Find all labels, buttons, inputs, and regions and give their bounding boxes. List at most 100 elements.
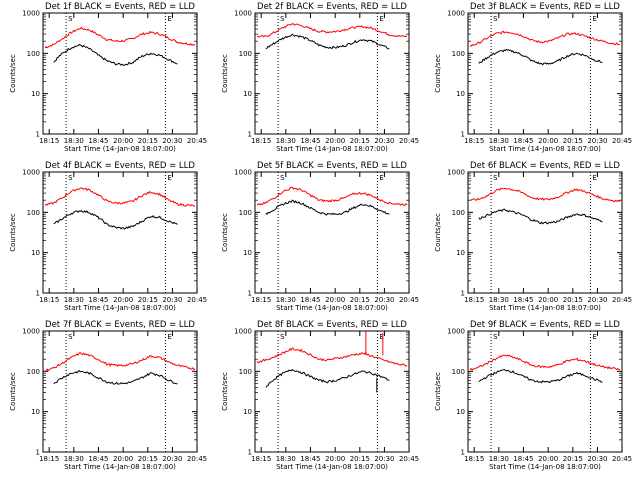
x-tick-label: 18:45 (513, 455, 533, 463)
x-tick-label: 18:45 (88, 455, 108, 463)
y-axis-label: Counts/sec (9, 372, 17, 411)
time-marker-label: S (493, 15, 498, 23)
events-series-line (265, 33, 390, 50)
x-tick-label: 20:30 (587, 296, 607, 304)
panel-1: Det 1f BLACK = Events, RED = LLD 1 10 100 10… (9, 2, 207, 153)
y-axis-label: Counts/sec (434, 213, 442, 252)
time-marker-label: E (167, 15, 171, 23)
x-tick-label: 20:45 (187, 455, 207, 463)
lld-series-line (256, 23, 408, 38)
x-tick-label: 18:15 (251, 455, 271, 463)
time-marker-label: E (167, 333, 171, 341)
lld-series-line (470, 187, 621, 203)
y-tick-label: 1000 (22, 328, 40, 336)
time-marker-label: E (379, 174, 383, 182)
x-axis-label: Start Time (14-Jan-08 18:07:00) (276, 304, 388, 312)
time-marker-label: S (68, 15, 73, 23)
x-tick-label: 20:15 (563, 137, 583, 145)
y-tick-label: 1 (36, 131, 40, 139)
x-tick-label: 20:00 (113, 296, 133, 304)
panel-7: Det 7f BLACK = Events, RED = LLD 1 10 100 10… (9, 320, 207, 471)
y-axis-label: Counts/sec (434, 372, 442, 411)
time-marker-label: S (280, 15, 285, 23)
plot-frame (42, 330, 198, 453)
panel-title: Det 7f BLACK = Events, RED = LLD (45, 320, 195, 330)
y-tick-label: 100 (27, 209, 40, 217)
events-series-line (265, 368, 390, 388)
panel-4: Det 4f BLACK = Events, RED = LLD 1 10 100 10… (9, 161, 207, 312)
x-tick-label: 20:45 (612, 137, 632, 145)
x-axis-label: Start Time (14-Jan-08 18:07:00) (489, 145, 601, 153)
events-series-line (478, 208, 603, 225)
x-tick-label: 18:45 (88, 137, 108, 145)
y-tick-label: 1000 (22, 10, 40, 18)
plot-frame (254, 330, 410, 453)
x-tick-label: 20:30 (587, 137, 607, 145)
x-tick-label: 20:30 (374, 455, 394, 463)
panel-title: Det 6f BLACK = Events, RED = LLD (470, 161, 620, 171)
time-marker-label: E (592, 333, 596, 341)
lld-series-line (256, 186, 408, 207)
time-marker-label: S (68, 174, 73, 182)
x-tick-label: 20:30 (162, 137, 182, 145)
x-tick-label: 20:45 (612, 296, 632, 304)
x-tick-label: 20:30 (587, 455, 607, 463)
x-tick-label: 20:00 (325, 455, 345, 463)
x-tick-label: 20:45 (399, 137, 419, 145)
x-tick-label: 20:15 (563, 296, 583, 304)
y-tick-label: 10 (456, 90, 465, 98)
x-axis-label: Start Time (14-Jan-08 18:07:00) (276, 463, 388, 471)
x-tick-label: 20:45 (187, 137, 207, 145)
y-tick-label: 10 (31, 90, 40, 98)
y-tick-label: 1 (36, 290, 40, 298)
panel-6: Det 6f BLACK = Events, RED = LLD 1 10 100 10… (434, 161, 632, 312)
x-tick-label: 18:15 (464, 455, 484, 463)
y-tick-label: 1 (36, 449, 40, 457)
y-tick-label: 100 (239, 50, 252, 58)
x-tick-label: 20:00 (538, 137, 558, 145)
time-marker-label: E (592, 15, 596, 23)
panel-title: Det 3f BLACK = Events, RED = LLD (470, 2, 620, 12)
x-axis-label: Start Time (14-Jan-08 18:07:00) (489, 463, 601, 471)
y-tick-label: 10 (243, 249, 252, 257)
plot-frame (42, 12, 198, 135)
time-marker-label: S (68, 333, 73, 341)
events-series-line (53, 209, 178, 230)
x-tick-label: 18:45 (88, 296, 108, 304)
x-tick-label: 18:30 (276, 296, 296, 304)
y-tick-label: 100 (239, 209, 252, 217)
y-tick-label: 1 (248, 290, 252, 298)
events-series-line (265, 199, 390, 216)
x-tick-label: 18:30 (64, 455, 84, 463)
x-tick-label: 20:15 (563, 455, 583, 463)
time-marker-label: E (379, 15, 383, 23)
y-tick-label: 100 (27, 50, 40, 58)
y-axis-label: Counts/sec (9, 213, 17, 252)
panel-3: Det 3f BLACK = Events, RED = LLD 1 10 100 10… (434, 2, 632, 153)
x-tick-label: 20:45 (399, 455, 419, 463)
x-tick-label: 20:15 (138, 137, 158, 145)
y-tick-label: 10 (243, 90, 252, 98)
time-marker-label: S (280, 174, 285, 182)
x-axis-label: Start Time (14-Jan-08 18:07:00) (489, 304, 601, 312)
events-series-line (53, 369, 178, 385)
time-marker-label: E (379, 333, 383, 341)
panel-9: Det 9f BLACK = Events, RED = LLD 1 10 100 10… (434, 320, 632, 471)
panel-title: Det 5f BLACK = Events, RED = LLD (257, 161, 407, 171)
y-tick-label: 100 (239, 368, 252, 376)
y-tick-label: 1000 (234, 10, 252, 18)
x-tick-label: 18:30 (489, 455, 509, 463)
x-tick-label: 18:30 (276, 455, 296, 463)
y-tick-label: 1000 (447, 328, 465, 336)
x-tick-label: 18:15 (251, 137, 271, 145)
panel-2: Det 2f BLACK = Events, RED = LLD 1 10 100 10… (221, 2, 419, 153)
y-tick-label: 1000 (22, 169, 40, 177)
x-tick-label: 20:15 (350, 455, 370, 463)
x-axis-label: Start Time (14-Jan-08 18:07:00) (64, 145, 176, 153)
panel-title: Det 2f BLACK = Events, RED = LLD (257, 2, 407, 12)
y-tick-label: 1 (461, 290, 465, 298)
x-tick-label: 20:00 (113, 137, 133, 145)
y-axis-label: Counts/sec (221, 372, 229, 411)
y-tick-label: 1 (461, 131, 465, 139)
